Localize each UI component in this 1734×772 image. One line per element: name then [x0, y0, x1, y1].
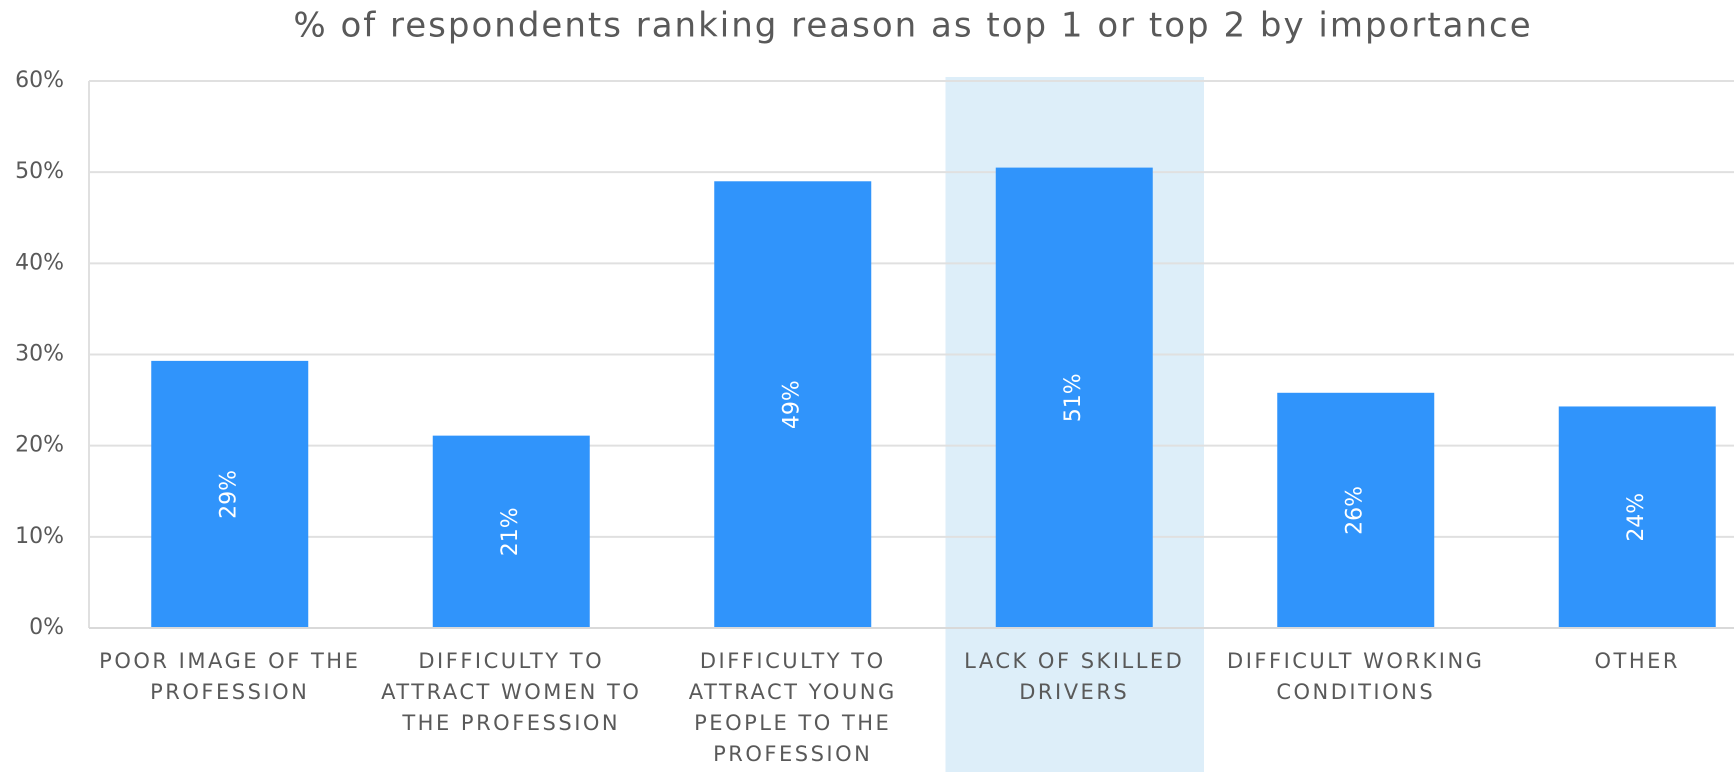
data-label: 29%	[217, 470, 242, 519]
y-tick-label: 10%	[15, 524, 64, 549]
bar	[1277, 392, 1435, 628]
bar	[714, 181, 872, 629]
y-tick-label: 30%	[15, 342, 64, 367]
x-tick-label: DIFFICULTY TO ATTRACT YOUNG PEOPLE TO TH…	[688, 649, 897, 766]
bar	[1558, 406, 1716, 628]
data-label: 24%	[1624, 493, 1649, 542]
x-tick-label: OTHER	[1594, 649, 1680, 673]
y-tick-label: 40%	[15, 250, 64, 275]
data-label: 49%	[780, 380, 805, 429]
chart-title: % of respondents ranking reason as top 1…	[293, 6, 1532, 46]
x-tick-label: DIFFICULTY TO ATTRACT WOMEN TO THE PROFE…	[381, 649, 642, 735]
x-tick-label: POOR IMAGE OF THE PROFESSION	[99, 649, 361, 704]
bar	[995, 167, 1153, 628]
bar	[151, 360, 309, 628]
y-tick-label: 0%	[29, 615, 64, 640]
y-tick-label: 50%	[15, 159, 64, 184]
data-label: 21%	[498, 507, 523, 556]
data-label: 51%	[1061, 373, 1086, 422]
y-tick-label: 60%	[15, 68, 64, 93]
data-label: 26%	[1343, 486, 1368, 535]
y-tick-label: 20%	[15, 433, 64, 458]
x-tick-label: LACK OF SKILLED DRIVERS	[964, 649, 1185, 704]
x-tick-label: DIFFICULT WORKING CONDITIONS	[1227, 649, 1485, 704]
bar	[432, 435, 590, 628]
